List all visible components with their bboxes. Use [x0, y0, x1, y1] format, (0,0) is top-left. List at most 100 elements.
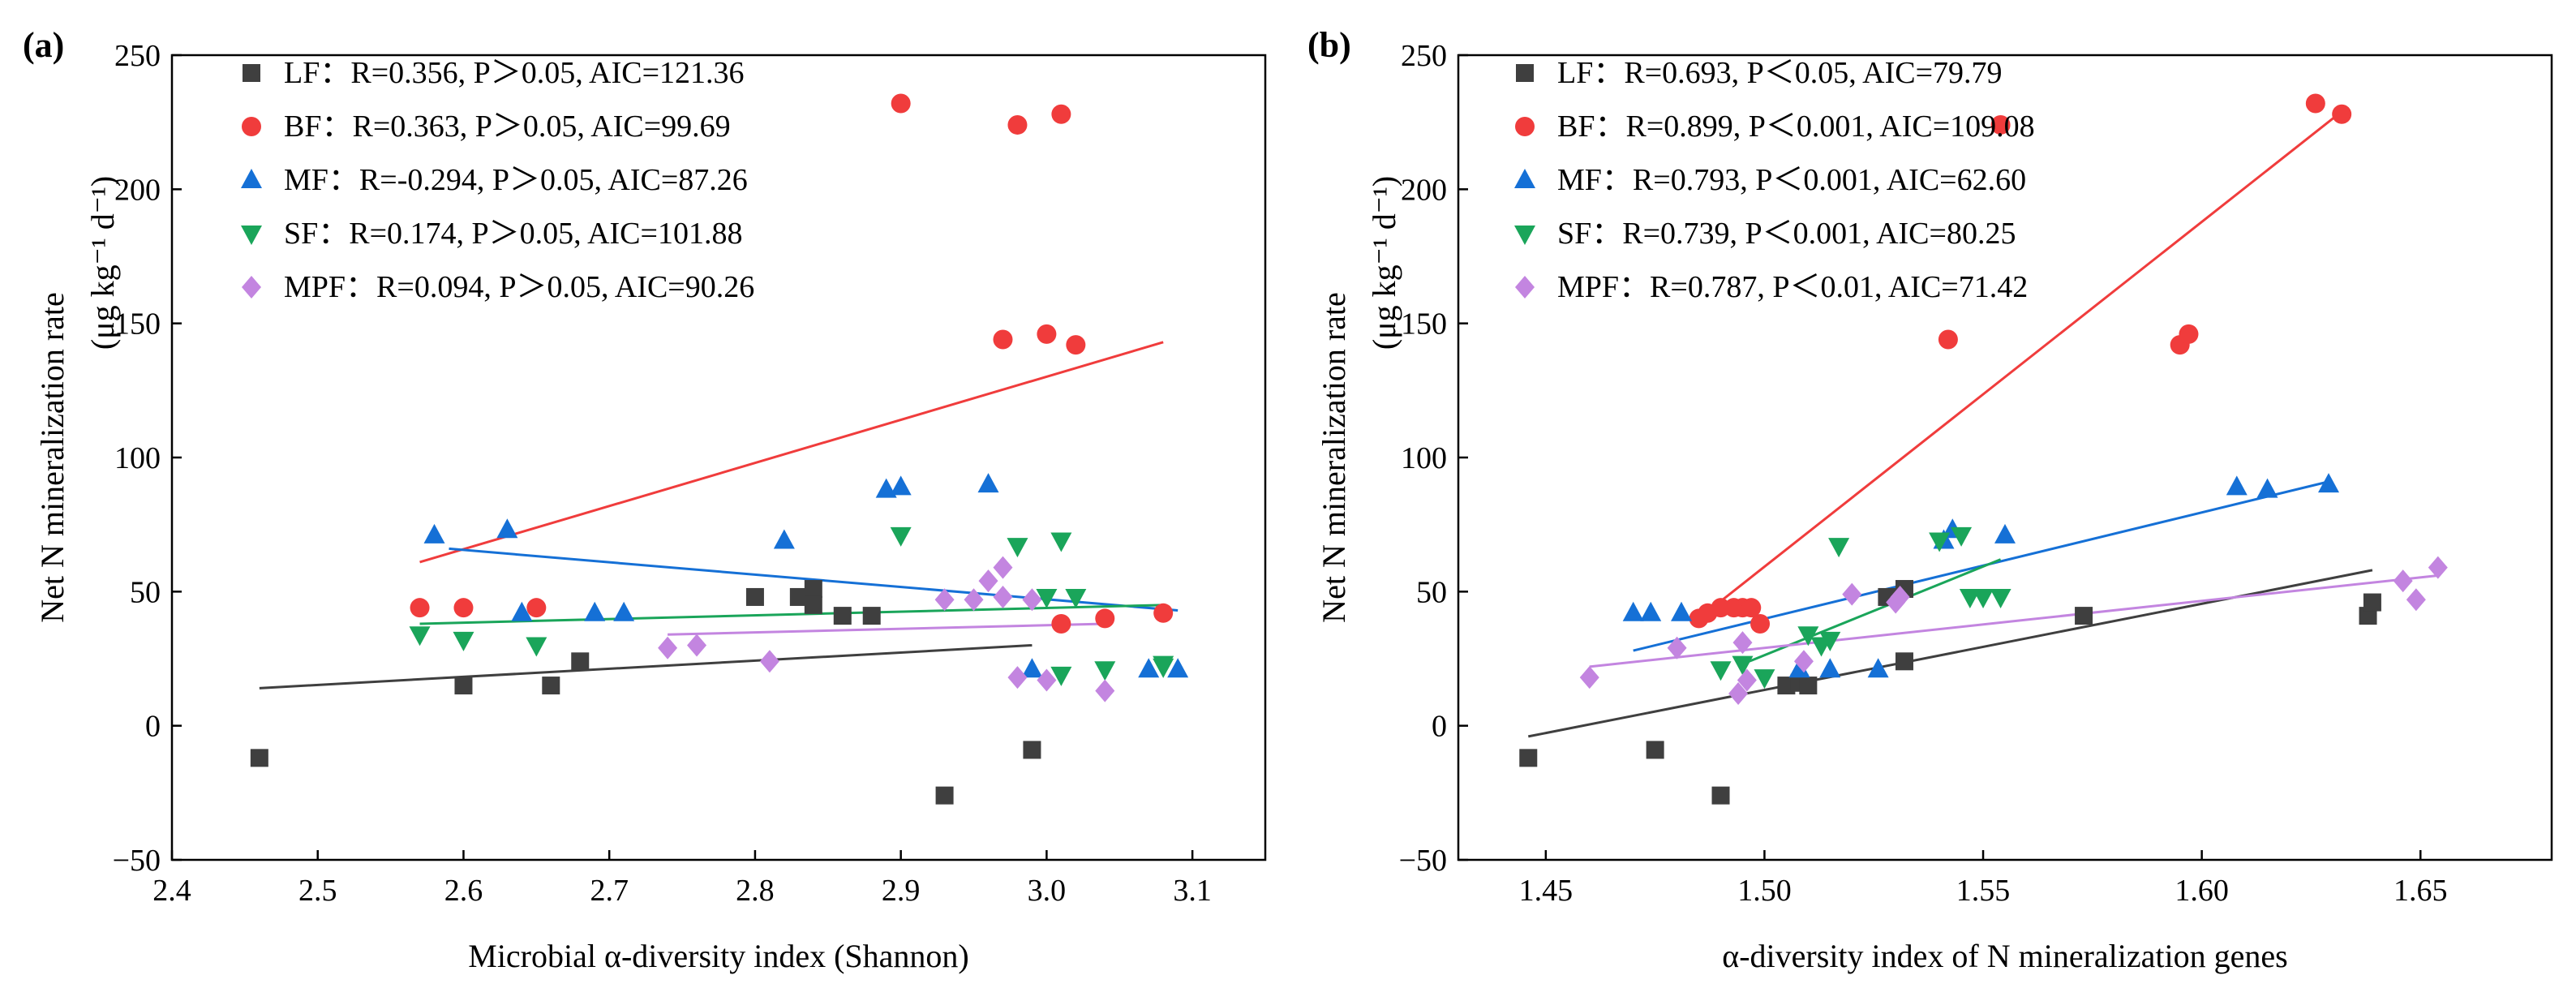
panel-label: (b)	[1307, 25, 1351, 65]
data-point-bf	[1095, 608, 1115, 629]
data-point-bf	[1750, 614, 1771, 634]
fit-line-mpf	[668, 622, 1106, 636]
x-tick-label: 1.60	[2175, 874, 2229, 908]
fit-line-sf	[419, 604, 1164, 625]
y-tick-label: 0	[1432, 710, 1447, 744]
data-point-sf	[1828, 538, 1850, 558]
data-point-mf	[2318, 473, 2340, 493]
data-point-sf	[1819, 631, 1841, 651]
data-point-lf	[542, 677, 560, 695]
data-point-mf	[1867, 658, 1889, 678]
legend-marker-bf	[242, 117, 261, 136]
data-point-mpf	[1095, 679, 1115, 702]
data-point-sf	[1929, 532, 1951, 552]
y-axis-unit-label: (μg kg⁻¹ d⁻¹)	[1366, 176, 1402, 350]
data-point-bf	[1990, 114, 2011, 135]
data-point-sf	[1797, 626, 1819, 647]
data-point-bf	[1051, 614, 1071, 634]
data-point-mf	[977, 473, 999, 493]
data-point-mpf	[759, 650, 779, 673]
data-point-sf	[1007, 538, 1028, 558]
data-point-mf	[1138, 658, 1160, 678]
legend-entry-mf: MF：R=-0.294, P＞0.05, AIC=87.26	[284, 163, 748, 197]
x-tick-label: 2.5	[298, 874, 337, 908]
data-point-lf	[454, 677, 473, 695]
data-point-mf	[423, 523, 445, 543]
data-point-mf	[496, 518, 518, 539]
panel-label: (a)	[23, 25, 64, 65]
data-point-mpf	[1890, 585, 1910, 608]
legend-entry-mpf: MPF：R=0.787, P＜0.01, AIC=71.42	[1557, 270, 2028, 304]
data-point-lf	[1711, 786, 1730, 805]
data-point-mpf	[2393, 569, 2413, 593]
data-point-mf	[2226, 475, 2248, 496]
data-point-bf	[1741, 598, 1762, 618]
data-point-mpf	[1732, 631, 1753, 655]
y-tick-label: 50	[1416, 575, 1447, 609]
x-tick-label: 1.45	[1519, 874, 1574, 908]
y-axis-label: Net N mineralization rate	[1316, 292, 1352, 623]
data-point-mf	[1788, 658, 1810, 678]
data-point-lf	[2363, 593, 2381, 612]
data-point-lf	[1519, 749, 1538, 767]
data-point-sf	[1036, 588, 1058, 608]
data-point-sf	[1050, 532, 1072, 552]
fit-line-mpf	[1589, 574, 2438, 668]
data-point-mf	[1167, 658, 1189, 678]
data-point-lf	[804, 580, 822, 599]
y-tick-label: 200	[114, 173, 161, 207]
data-point-mpf	[1037, 668, 1057, 692]
data-point-bf	[526, 598, 547, 618]
data-point-lf	[1646, 741, 1664, 759]
data-point-bf	[1066, 335, 1086, 355]
fit-line-sf	[1741, 558, 2002, 666]
data-point-mpf	[964, 588, 984, 612]
data-point-lf	[804, 595, 822, 614]
y-tick-label: −50	[113, 844, 161, 878]
data-point-bf	[1007, 114, 1028, 135]
legend-marker-sf	[241, 226, 262, 245]
data-point-bf	[1051, 104, 1071, 124]
data-point-sf	[409, 626, 431, 647]
data-point-sf	[1973, 588, 1994, 608]
data-point-mf	[584, 601, 606, 621]
fit-line-mf	[449, 547, 1179, 612]
data-point-mpf	[993, 585, 1013, 608]
x-tick-label: 1.65	[2394, 874, 2448, 908]
data-point-mf	[1021, 658, 1043, 678]
data-point-bf	[993, 329, 1013, 350]
legend-entry-bf: BF：R=0.363, P＞0.05, AIC=99.69	[284, 110, 731, 144]
data-point-sf	[453, 631, 474, 651]
data-point-sf	[890, 526, 912, 547]
legend-marker-bf	[1515, 117, 1535, 136]
data-point-mpf	[1007, 666, 1028, 690]
y-axis-label: Net N mineralization rate	[34, 292, 71, 623]
y-tick-label: −50	[1399, 844, 1447, 878]
y-tick-label: 250	[114, 39, 161, 73]
y-tick-label: 0	[145, 710, 161, 744]
data-point-bf	[1938, 329, 1958, 350]
y-tick-label: 100	[1401, 441, 1447, 475]
fit-line-bf	[419, 341, 1164, 564]
y-axis-unit-label: (μg kg⁻¹ d⁻¹)	[84, 176, 121, 350]
fit-line-bf	[1698, 110, 2343, 620]
data-point-mpf	[1022, 588, 1042, 612]
data-point-bf	[891, 93, 911, 114]
data-point-lf	[1023, 741, 1041, 759]
y-tick-label: 50	[130, 575, 161, 609]
x-axis-label: α-diversity index of N mineralization ge…	[1722, 938, 2287, 974]
data-point-mf	[613, 601, 635, 621]
data-point-mpf	[934, 588, 955, 612]
data-point-mpf	[2428, 556, 2448, 579]
legend-entry-mpf: MPF：R=0.094, P＞0.05, AIC=90.26	[284, 270, 754, 304]
data-point-mpf	[1842, 582, 1862, 606]
panel-b: 1.45 1.50 1.55 1.60 1.65 −50 0 50 100 150 200 250 α-…	[1307, 25, 2553, 974]
data-point-lf	[833, 607, 852, 625]
data-point-bf	[2332, 104, 2352, 124]
x-tick-label: 2.6	[444, 874, 483, 908]
data-point-mpf	[2406, 588, 2426, 612]
data-point-mpf	[1793, 650, 1814, 673]
x-tick-label: 2.8	[736, 874, 775, 908]
data-point-sf	[1094, 661, 1116, 681]
x-tick-label: 1.55	[1956, 874, 2011, 908]
